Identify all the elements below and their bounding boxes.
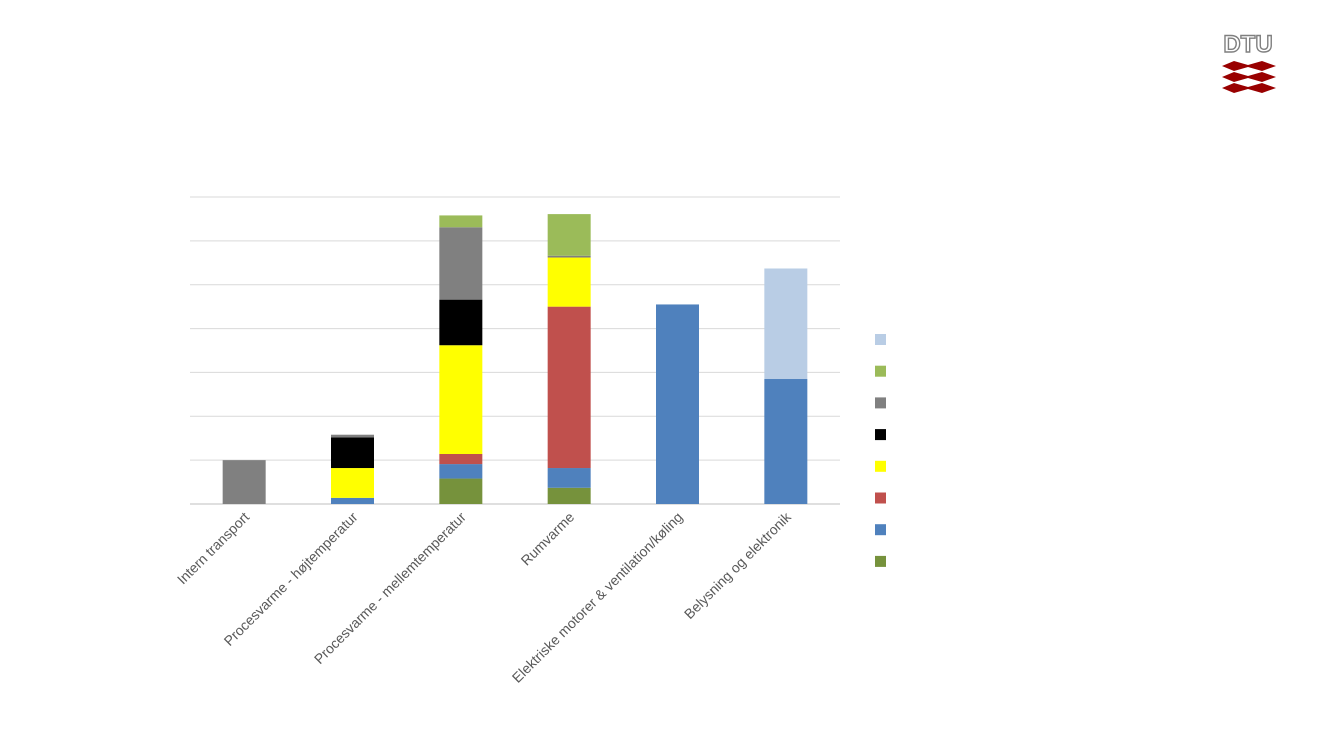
dtu-logo-wave-1 (1222, 61, 1276, 71)
bar-segment (331, 437, 374, 469)
bar-segment (547, 468, 591, 488)
legend (875, 334, 886, 567)
bar-segment (439, 299, 483, 346)
x-tick-label: Intern transport (174, 509, 253, 588)
bar-segment (439, 227, 483, 300)
dtu-logo-wave-3 (1222, 83, 1276, 93)
bar-segment (222, 460, 266, 504)
dtu-logo: DTU (1222, 30, 1276, 93)
legend-swatch (875, 524, 886, 536)
bar-segment (439, 464, 483, 479)
legend-swatch (875, 397, 886, 409)
bar-segment (547, 214, 591, 256)
legend-swatch (875, 365, 886, 377)
bar-segment (764, 379, 808, 504)
x-tick-label: Elektriske motorer & ventilation/køling (509, 509, 686, 686)
bar-segment (439, 478, 483, 504)
bar-segment (439, 454, 483, 465)
dtu-logo-text: DTU (1223, 31, 1272, 58)
x-tick-label: Belysning og elektronik (681, 508, 795, 622)
legend-swatch (875, 555, 886, 567)
bar-segment (439, 215, 483, 228)
bar-segment (331, 434, 374, 438)
x-tick-label: Rumvarme (518, 509, 578, 569)
bar-segment (547, 255, 591, 258)
legend-swatch (875, 334, 886, 345)
bar-segment (331, 497, 374, 504)
bar-segment (764, 268, 808, 380)
bars (222, 214, 808, 504)
dtu-logo-wave-2 (1222, 72, 1276, 82)
bar-segment (547, 257, 591, 307)
bar-segment (547, 306, 591, 469)
legend-swatch (875, 460, 886, 472)
legend-swatch (875, 492, 886, 504)
bar-segment (547, 487, 591, 504)
gridlines (190, 196, 840, 505)
bar-segment (656, 304, 699, 504)
bar-segment (439, 345, 483, 455)
legend-swatch (875, 429, 886, 441)
bar-segment (331, 468, 374, 498)
